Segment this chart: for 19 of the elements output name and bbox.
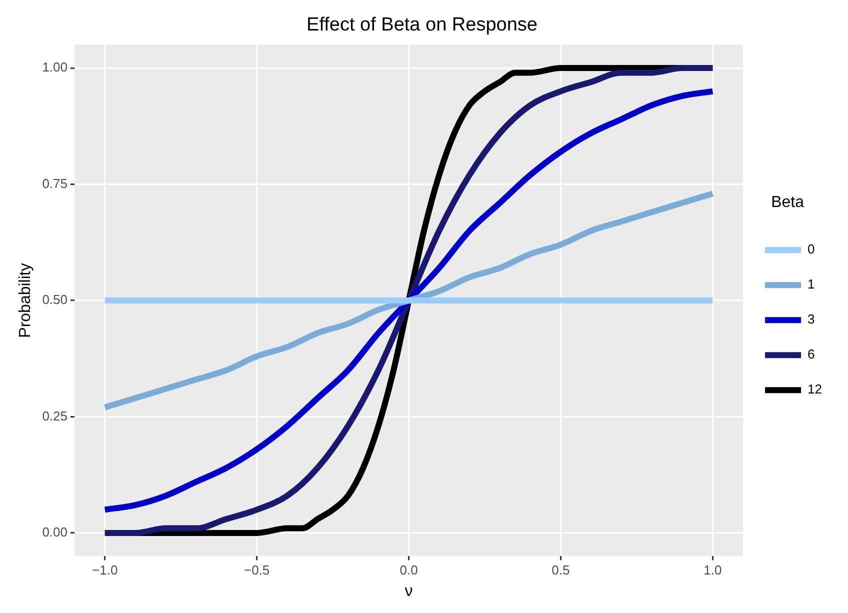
legend-title: Beta xyxy=(771,194,804,211)
y-tick-label: 0.00 xyxy=(42,524,68,540)
x-tick-label: 0.5 xyxy=(552,562,570,578)
x-axis-title: ν xyxy=(404,582,413,600)
x-tick-label: 0.0 xyxy=(400,562,418,578)
y-axis-title: Probability xyxy=(17,263,34,338)
y-tick-label: 0.25 xyxy=(42,408,68,424)
y-tick-label: 1.00 xyxy=(42,60,68,75)
y-tick-label: 0.50 xyxy=(42,292,68,308)
y-tick-label: 0.75 xyxy=(42,176,68,191)
x-tick-label: 1.0 xyxy=(704,562,722,578)
x-tick-label: −1.0 xyxy=(92,562,118,578)
legend-label: 12 xyxy=(808,382,822,397)
legend-label: 0 xyxy=(808,242,815,257)
legend-label: 3 xyxy=(808,312,815,327)
legend-label: 6 xyxy=(808,346,815,362)
chart-title: Effect of Beta on Response xyxy=(306,14,538,36)
legend-label: 1 xyxy=(808,276,815,292)
x-tick-label: −0.5 xyxy=(244,562,270,578)
